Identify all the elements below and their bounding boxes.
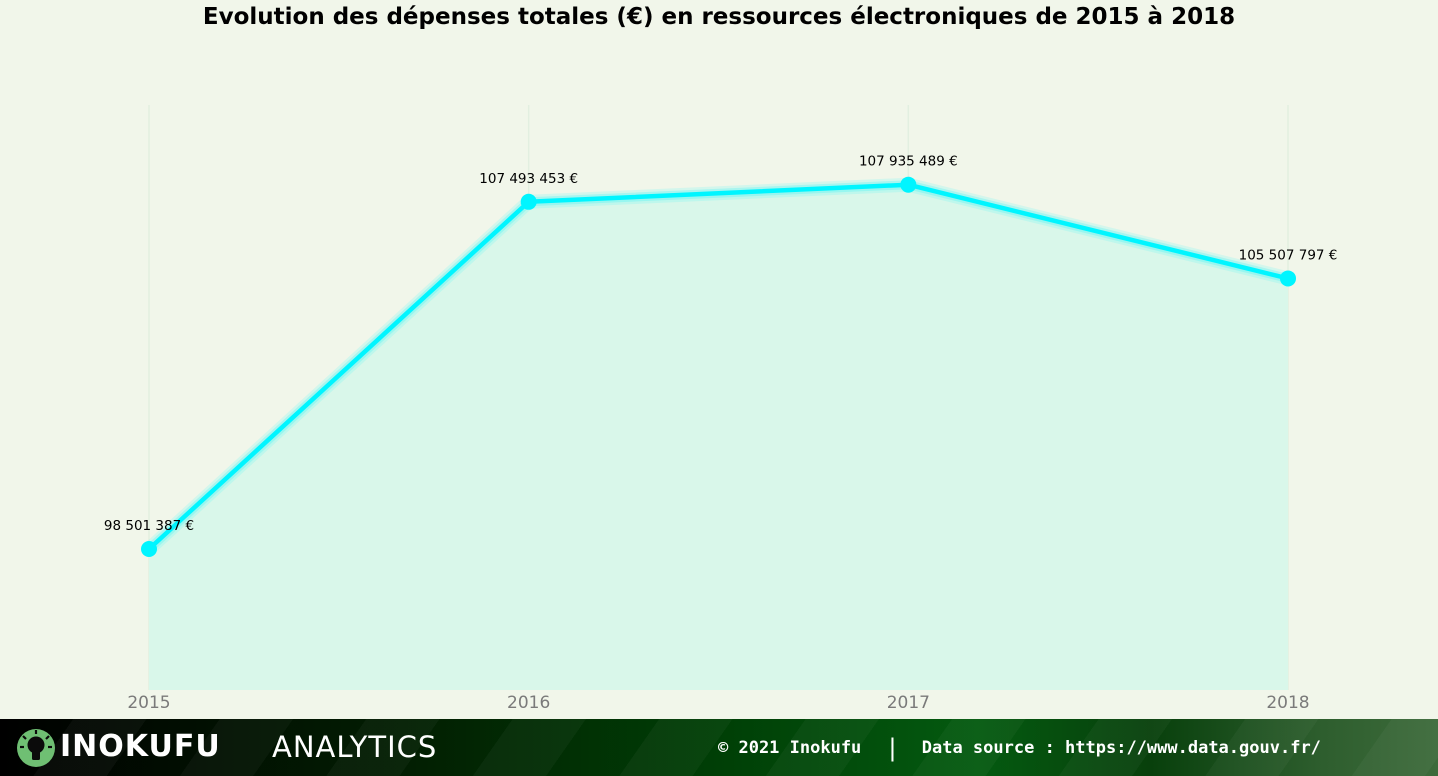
chart-area: 98 501 387 € 107 493 453 € 107 935 489 € 10… [104, 105, 1337, 713]
area-fill [149, 184, 1288, 690]
x-tick-2016: 2016 [507, 693, 550, 713]
data-point-2016 [520, 193, 537, 210]
brand-suffix: ANALYTICS [272, 730, 438, 764]
brand-name: INOKUFU [60, 729, 221, 764]
x-tick-2018: 2018 [1266, 693, 1309, 713]
data-label-2015: 98 501 387 € [104, 518, 194, 534]
data-point-2018 [1280, 270, 1296, 287]
x-tick-2017: 2017 [887, 693, 930, 713]
copyright-text: © 2021 Inokufu [718, 738, 862, 758]
chart-title: Evolution des dépenses totales (€) en re… [202, 4, 1236, 30]
x-tick-labels: 2015 2016 2017 2018 [127, 693, 1309, 713]
data-point-2017 [900, 176, 917, 193]
data-label-2016: 107 493 453 € [479, 171, 578, 187]
data-point-2015 [141, 541, 157, 558]
data-source-text: Data source : https://www.data.gouv.fr/ [921, 738, 1321, 758]
data-labels-group: 98 501 387 € 107 493 453 € 107 935 489 € 10… [104, 154, 1337, 534]
data-label-2017: 107 935 489 € [859, 154, 958, 170]
series-line [147, 182, 1289, 551]
line-series-group [144, 177, 1290, 555]
area-fill-group [149, 184, 1288, 690]
x-tick-2015: 2015 [127, 693, 170, 713]
footer-separator: | [885, 734, 900, 762]
points-group [141, 176, 1296, 558]
lightbulb-icon [17, 729, 55, 767]
footer-banner: INOKUFU ANALYTICS © 2021 Inokufu | Data so… [0, 719, 1438, 776]
footer-credits: © 2021 Inokufu | Data source : https://www… [718, 736, 1321, 760]
data-label-2018: 105 507 797 € [1239, 247, 1338, 263]
